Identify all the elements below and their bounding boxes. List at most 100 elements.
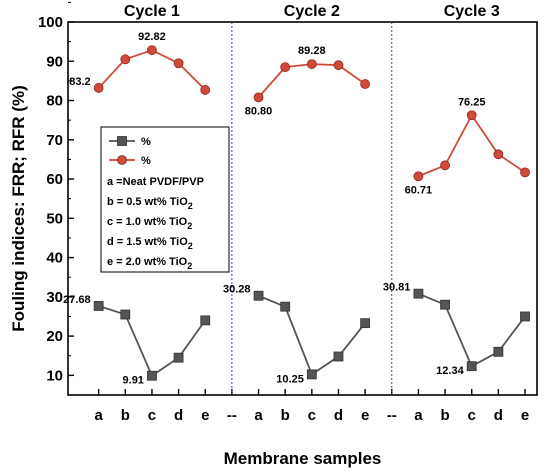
x-tick-label: -- [387, 407, 397, 424]
data-label: 12.34 [436, 365, 464, 377]
x-tick-label: d [174, 407, 183, 424]
legend-note-subscript: 2 [187, 261, 192, 271]
data-point [493, 149, 504, 160]
legend-note: e = 2.0 wt% TiO2 [107, 256, 192, 271]
x-tick-label: e [201, 407, 209, 424]
series-line [258, 294, 366, 376]
cycle-title: Cycle 3 [444, 3, 500, 20]
x-tick-label: b [121, 407, 130, 424]
legend-label: % [141, 155, 151, 167]
y-tick-label: 90 [46, 53, 63, 70]
data-point [173, 352, 184, 363]
x-tick-label: -- [227, 407, 237, 424]
series-line [257, 63, 366, 98]
data-label: 30.81 [383, 282, 411, 294]
legend-note-subscript: 2 [188, 201, 193, 211]
legend-marker [117, 155, 127, 165]
data-point [466, 110, 477, 121]
cycle-title: Cycle 1 [124, 3, 180, 20]
x-tick-label: e [361, 407, 369, 424]
legend-note-text: c = 1.0 wt% TiO [107, 216, 188, 228]
x-tick-label: d [494, 407, 503, 424]
data-point [306, 59, 317, 69]
legend-label: % [141, 136, 151, 148]
legend-note-text: e = 2.0 wt% TiO [107, 256, 188, 268]
x-tick-label: a [94, 407, 103, 424]
data-point [333, 60, 344, 71]
data-point [253, 92, 264, 103]
y-tick-label: 30 [46, 289, 63, 306]
x-tick-label: c [148, 407, 156, 424]
data-point [493, 346, 504, 357]
y-tick-label: 80 [46, 93, 63, 110]
data-point [520, 167, 530, 178]
legend-box [100, 126, 230, 273]
y-tick-label: 100 [38, 14, 63, 31]
data-point [520, 311, 530, 322]
data-label: 76.25 [458, 96, 486, 108]
legend-note: a =Neat PVDF/PVP [107, 176, 204, 188]
x-tick-label: e [521, 407, 529, 424]
data-point [306, 369, 317, 380]
legend-note-subscript: 2 [187, 221, 192, 231]
data-point [147, 370, 157, 381]
y-tick-label: 60 [46, 171, 63, 188]
cycle-title: Cycle 2 [284, 3, 340, 20]
y-axis-title: Fouling indices: FRR; RFR (%) [9, 85, 28, 331]
data-point [173, 58, 184, 69]
data-point [120, 54, 131, 65]
data-label: 80.80 [245, 105, 273, 117]
data-point [200, 315, 211, 326]
y-tick-label: 20 [46, 328, 63, 345]
legend-note: d = 1.5 wt% TiO2 [107, 236, 193, 251]
data-label: 60.71 [405, 184, 433, 196]
y-tick-label: 40 [46, 250, 63, 267]
legend-note-text: d = 1.5 wt% TiO [107, 236, 188, 248]
data-label: 27.68 [63, 294, 91, 306]
legend-note: c = 1.0 wt% TiO2 [107, 216, 192, 231]
data-label: 89.28 [298, 45, 326, 57]
x-tick-label: b [440, 407, 449, 424]
data-point [333, 351, 344, 362]
data-label: 9.91 [123, 375, 144, 387]
data-label: 10.25 [276, 373, 304, 385]
data-point [280, 62, 291, 73]
data-point [413, 171, 424, 182]
data-point [466, 361, 477, 372]
legend-marker [117, 136, 127, 146]
x-axis-title: Membrane samples [224, 449, 382, 468]
data-point [280, 301, 291, 312]
data-point [200, 85, 211, 95]
data-point [253, 290, 264, 301]
plot-frame [67, 21, 538, 396]
x-tick-label: b [281, 407, 290, 424]
legend-note-text: b = 0.5 wt% TiO [107, 196, 188, 208]
x-tick-label: a [414, 407, 423, 424]
y-tick-label: 70 [46, 132, 63, 149]
series-line [418, 292, 526, 368]
y-tick-label: 50 [46, 210, 63, 227]
data-label: 30.28 [223, 284, 251, 296]
data-point [440, 160, 450, 171]
legend-note-subscript: 2 [188, 241, 193, 251]
series-line [418, 113, 526, 178]
data-label: 92.82 [138, 31, 166, 43]
y-tick-label: 10 [46, 367, 63, 384]
data-point [93, 83, 104, 93]
data-label: 83.2 [69, 76, 90, 88]
data-point [413, 288, 424, 299]
x-tick-label: c [308, 407, 316, 424]
data-point [360, 318, 371, 329]
data-point [360, 79, 371, 89]
data-point [147, 45, 157, 56]
x-tick-label: a [254, 407, 263, 424]
x-tick-label: d [334, 407, 343, 424]
data-point [120, 309, 131, 320]
legend-note: b = 0.5 wt% TiO2 [107, 196, 193, 211]
x-tick-label: c [468, 407, 476, 424]
data-point [93, 301, 104, 311]
series-line [97, 49, 206, 91]
series-line [98, 305, 206, 378]
